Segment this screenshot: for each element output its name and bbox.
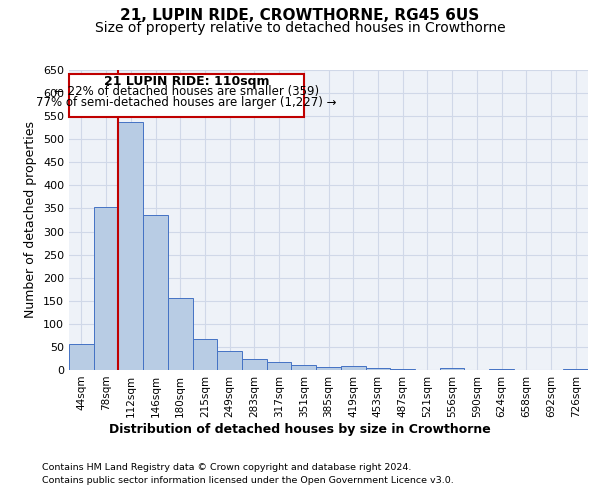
Bar (489, 368, 514, 370)
Text: Contains public sector information licensed under the Open Government Licence v3: Contains public sector information licen… (42, 476, 454, 485)
Bar (316, 367, 341, 370)
Text: 21, LUPIN RIDE, CROWTHORNE, RG45 6US: 21, LUPIN RIDE, CROWTHORNE, RG45 6US (121, 8, 479, 22)
Bar (440, 368, 464, 370)
Text: Distribution of detached houses by size in Crowthorne: Distribution of detached houses by size … (109, 422, 491, 436)
Bar (118, 122, 143, 370)
Bar (217, 351, 242, 370)
Bar (341, 366, 365, 370)
Bar (69, 344, 94, 370)
Bar (193, 338, 217, 370)
Text: Contains HM Land Registry data © Crown copyright and database right 2024.: Contains HM Land Registry data © Crown c… (42, 462, 412, 471)
Bar (390, 368, 415, 370)
Bar (69, 74, 304, 117)
Bar (292, 366, 316, 370)
Bar (94, 207, 118, 370)
Bar (168, 298, 193, 370)
Bar (365, 368, 390, 370)
Text: 21 LUPIN RIDE: 110sqm: 21 LUPIN RIDE: 110sqm (104, 74, 269, 88)
Bar (242, 359, 267, 370)
Bar (267, 362, 292, 370)
Bar (563, 368, 588, 370)
Text: Size of property relative to detached houses in Crowthorne: Size of property relative to detached ho… (95, 21, 505, 35)
Bar (143, 215, 168, 370)
Y-axis label: Number of detached properties: Number of detached properties (25, 122, 37, 318)
Text: 77% of semi-detached houses are larger (1,227) →: 77% of semi-detached houses are larger (… (36, 96, 337, 109)
Text: ← 22% of detached houses are smaller (359): ← 22% of detached houses are smaller (35… (54, 84, 319, 98)
